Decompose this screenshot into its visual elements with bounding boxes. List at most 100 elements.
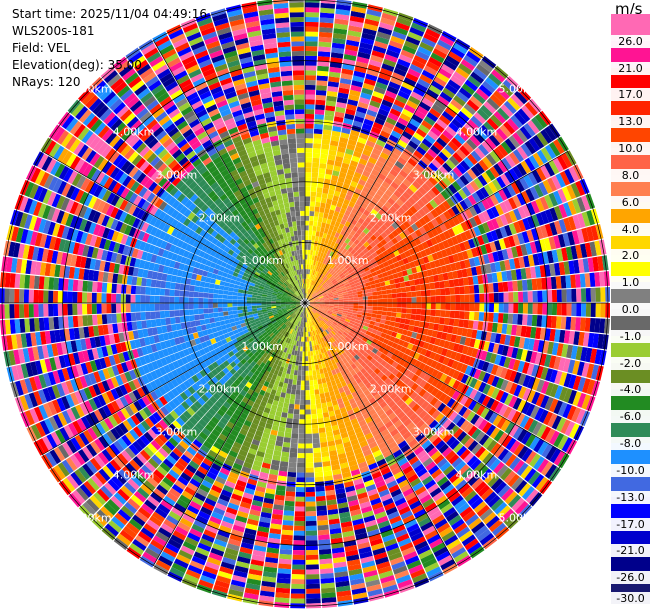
velocity-gate bbox=[402, 361, 410, 369]
velocity-gate bbox=[382, 497, 394, 507]
velocity-gate bbox=[315, 318, 320, 324]
velocity-gate bbox=[540, 147, 553, 162]
velocity-gate bbox=[434, 316, 441, 324]
velocity-gate bbox=[360, 367, 367, 375]
velocity-gate bbox=[500, 467, 513, 481]
velocity-gate bbox=[305, 99, 315, 105]
velocity-gate bbox=[323, 284, 329, 289]
velocity-gate bbox=[347, 359, 354, 366]
velocity-gate bbox=[509, 335, 516, 347]
velocity-gate bbox=[320, 446, 329, 453]
velocity-gate bbox=[362, 412, 371, 420]
velocity-gate bbox=[307, 351, 311, 357]
velocity-gate bbox=[489, 427, 501, 440]
velocity-gate bbox=[396, 398, 405, 408]
velocity-gate bbox=[305, 21, 319, 27]
velocity-gate bbox=[387, 298, 393, 303]
velocity-gate bbox=[528, 338, 535, 351]
velocity-gate bbox=[452, 42, 468, 55]
velocity-gate bbox=[518, 373, 527, 386]
velocity-gate bbox=[544, 264, 551, 277]
velocity-gate bbox=[344, 244, 351, 251]
velocity-gate bbox=[517, 219, 527, 232]
velocity-gate bbox=[478, 59, 494, 73]
velocity-gate bbox=[518, 291, 524, 303]
velocity-gate bbox=[363, 322, 370, 328]
velocity-gate bbox=[342, 261, 349, 268]
velocity-gate bbox=[344, 389, 352, 396]
velocity-gate bbox=[327, 320, 333, 325]
velocity-gate bbox=[544, 428, 556, 443]
velocity-gate bbox=[334, 13, 350, 21]
velocity-gate bbox=[330, 204, 337, 211]
velocity-gate bbox=[475, 189, 486, 201]
velocity-gate bbox=[421, 241, 429, 250]
velocity-gate bbox=[459, 448, 471, 461]
velocity-gate bbox=[345, 355, 351, 362]
velocity-gate bbox=[343, 320, 350, 325]
velocity-gate bbox=[507, 235, 516, 247]
velocity-gate bbox=[405, 242, 413, 250]
velocity-gate bbox=[365, 319, 371, 324]
velocity-gate bbox=[534, 352, 543, 365]
velocity-gate bbox=[357, 217, 365, 225]
velocity-gate bbox=[353, 300, 359, 303]
velocity-gate bbox=[357, 342, 364, 349]
velocity-gate bbox=[500, 173, 511, 186]
velocity-gate bbox=[331, 47, 345, 54]
velocity-gate bbox=[322, 367, 328, 374]
velocity-gate bbox=[369, 267, 376, 274]
velocity-gate bbox=[414, 220, 423, 229]
velocity-gate bbox=[318, 343, 323, 350]
velocity-gate bbox=[310, 201, 316, 207]
velocity-gate bbox=[406, 363, 415, 372]
velocity-gate bbox=[546, 250, 554, 264]
velocity-gate bbox=[378, 336, 385, 343]
velocity-gate bbox=[317, 182, 324, 189]
velocity-gate bbox=[474, 303, 480, 312]
velocity-gate bbox=[404, 263, 411, 270]
velocity-gate bbox=[323, 296, 329, 299]
velocity-gate bbox=[342, 374, 349, 381]
velocity-gate bbox=[402, 465, 414, 475]
velocity-gate bbox=[392, 273, 399, 279]
velocity-gate bbox=[401, 329, 409, 336]
velocity-gate bbox=[566, 303, 572, 316]
velocity-gate bbox=[488, 519, 503, 533]
velocity-gate bbox=[365, 330, 372, 336]
velocity-gate bbox=[315, 398, 321, 405]
velocity-gate bbox=[491, 387, 500, 400]
velocity-gate bbox=[411, 59, 426, 70]
velocity-gate bbox=[366, 375, 374, 382]
velocity-gate bbox=[511, 324, 518, 336]
velocity-gate bbox=[513, 257, 521, 269]
velocity-gate bbox=[395, 379, 403, 387]
velocity-gate bbox=[400, 483, 412, 493]
velocity-gate bbox=[306, 293, 309, 299]
velocity-gate bbox=[326, 90, 338, 97]
velocity-gate bbox=[354, 282, 361, 287]
velocity-gate bbox=[310, 279, 313, 285]
velocity-gate bbox=[421, 183, 431, 193]
velocity-gate bbox=[391, 72, 405, 82]
velocity-gate bbox=[362, 378, 370, 386]
velocity-gate bbox=[575, 317, 581, 331]
velocity-gate bbox=[356, 56, 370, 64]
velocity-gate bbox=[312, 294, 318, 298]
velocity-gate bbox=[485, 455, 498, 468]
velocity-gate bbox=[315, 271, 319, 277]
velocity-gate bbox=[307, 289, 311, 294]
velocity-gate bbox=[402, 236, 410, 245]
velocity-gate bbox=[400, 252, 407, 260]
velocity-gate bbox=[311, 269, 314, 275]
velocity-gate bbox=[390, 403, 400, 412]
velocity-gate bbox=[368, 276, 375, 282]
velocity-gate bbox=[387, 340, 394, 347]
velocity-gate bbox=[322, 382, 328, 389]
velocity-gate bbox=[318, 236, 323, 243]
velocity-gate bbox=[420, 290, 427, 297]
velocity-gate bbox=[322, 275, 327, 281]
velocity-gate bbox=[575, 408, 586, 425]
velocity-gate bbox=[372, 275, 379, 281]
velocity-gate bbox=[545, 368, 554, 382]
